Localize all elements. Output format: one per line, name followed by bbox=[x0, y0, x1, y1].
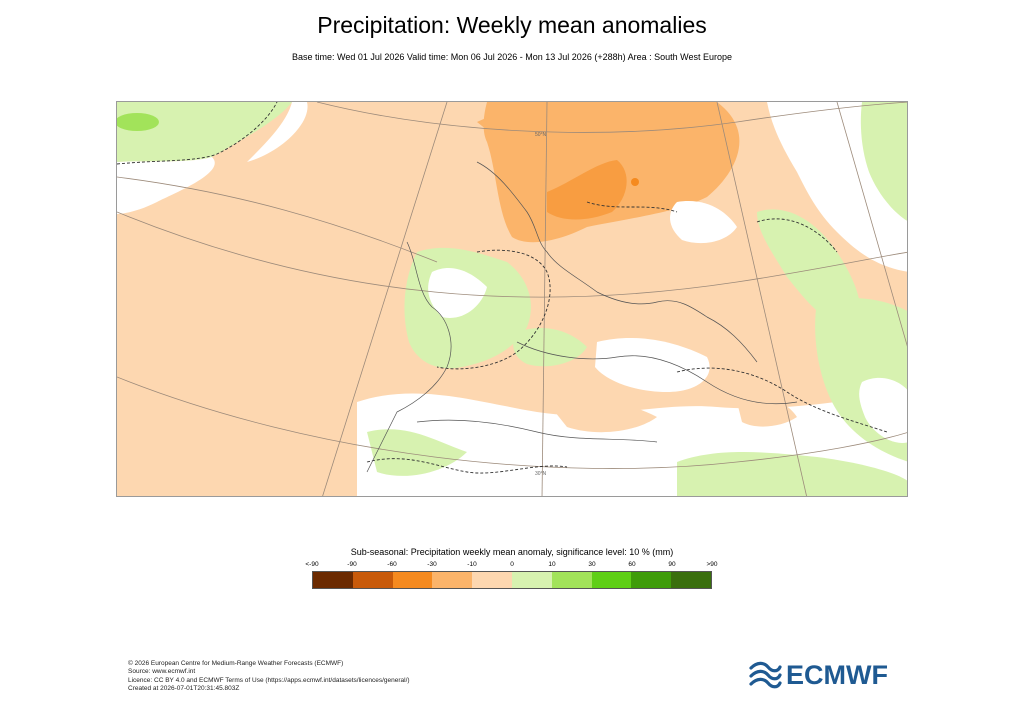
legend-tick-label: 90 bbox=[668, 561, 676, 568]
legend-swatch bbox=[352, 572, 393, 588]
significance-contour bbox=[676, 367, 888, 433]
legend-title: Sub-seasonal: Precipitation weekly mean … bbox=[350, 547, 674, 557]
footer-created: Created at 2026-07-01T20:31:45.803Z bbox=[128, 684, 240, 692]
anomaly-region-france-drier bbox=[547, 160, 627, 220]
anomaly-region-nw-wet bbox=[117, 102, 292, 162]
anomaly-region-italy-blank bbox=[670, 201, 737, 244]
footer-credits: © 2026 European Centre for Medium-Range … bbox=[128, 660, 410, 693]
meridian-line bbox=[541, 102, 548, 496]
anomaly-region-ne-wet bbox=[860, 102, 907, 221]
legend-tick-label: <-90 bbox=[305, 561, 319, 568]
footer-source: Source: www.ecmwf.int bbox=[128, 668, 196, 676]
legend-swatch bbox=[591, 572, 632, 588]
anomaly-region-nw-blank bbox=[117, 157, 215, 214]
anomaly-region-mid-blank bbox=[595, 337, 710, 392]
graticule-line bbox=[117, 176, 438, 263]
anomaly-spot-intense bbox=[631, 178, 639, 186]
legend-tick-label: -90 bbox=[347, 561, 357, 568]
anomaly-region-nafrica-dry bbox=[547, 397, 657, 433]
coastline bbox=[366, 241, 452, 473]
country-border bbox=[516, 341, 798, 405]
legend-tick-label: -60 bbox=[387, 561, 397, 568]
parallel-label: 30°N bbox=[535, 471, 547, 477]
legend-tick-label: 0 bbox=[510, 561, 514, 568]
ecmwf-swirl-icon bbox=[749, 661, 782, 689]
anomaly-region-nw-blank-2 bbox=[247, 102, 308, 162]
footer-copyright: © 2026 European Centre for Medium-Range … bbox=[128, 660, 344, 667]
legend-tick-label: 60 bbox=[628, 561, 636, 568]
parallel-label: 50°N bbox=[535, 132, 547, 138]
legend-tick-label: 30 bbox=[588, 561, 596, 568]
parallel-line bbox=[117, 211, 907, 298]
legend-swatch bbox=[631, 572, 672, 588]
anomaly-region-se-blank bbox=[859, 377, 907, 443]
anomaly-region-nafrica-dry-2 bbox=[737, 397, 797, 427]
legend-tick-label: -10 bbox=[467, 561, 477, 568]
significance-contour bbox=[366, 458, 568, 474]
legend-tick-label: -30 bbox=[427, 561, 437, 568]
legend-colorbar bbox=[312, 571, 712, 589]
chart-subtitle: Base time: Wed 01 Jul 2026 Valid time: M… bbox=[291, 52, 732, 62]
significance-contour bbox=[586, 201, 678, 213]
legend-tick-label: 10 bbox=[548, 561, 556, 568]
meridian-line bbox=[836, 102, 907, 347]
legend-swatch bbox=[432, 572, 473, 588]
coastline bbox=[476, 161, 598, 293]
ecmwf-logo: ECMWF bbox=[748, 660, 888, 690]
coastline bbox=[596, 291, 758, 363]
legend-swatch bbox=[551, 572, 592, 588]
significance-contour bbox=[756, 218, 838, 253]
legend-swatch bbox=[511, 572, 552, 588]
meridian-line bbox=[322, 102, 448, 496]
anomaly-map: 50°N 30°N bbox=[116, 101, 908, 497]
significance-contour bbox=[117, 102, 278, 165]
anomaly-region-nafrica-wet-2 bbox=[677, 452, 907, 496]
parallel-line bbox=[117, 376, 907, 469]
legend-tick-label: >90 bbox=[706, 561, 718, 568]
legend-swatch bbox=[671, 572, 711, 588]
significance-contour bbox=[436, 249, 551, 370]
country-border bbox=[416, 419, 658, 443]
parallel-line bbox=[316, 102, 907, 133]
footer-licence: Licence: CC BY 4.0 and ECMWF Terms of Us… bbox=[128, 676, 410, 684]
chart-title: Precipitation: Weekly mean anomalies bbox=[317, 12, 707, 38]
anomaly-region-nafrica-wet bbox=[367, 429, 467, 476]
legend-swatch bbox=[472, 572, 512, 588]
meridian-line bbox=[716, 102, 807, 496]
legend-swatch bbox=[392, 572, 433, 588]
anomaly-region-nw-moderate bbox=[117, 113, 159, 131]
ecmwf-logo-text: ECMWF bbox=[786, 659, 888, 690]
legend-swatch bbox=[313, 572, 353, 588]
anomaly-region-iberia-blank bbox=[428, 267, 487, 318]
